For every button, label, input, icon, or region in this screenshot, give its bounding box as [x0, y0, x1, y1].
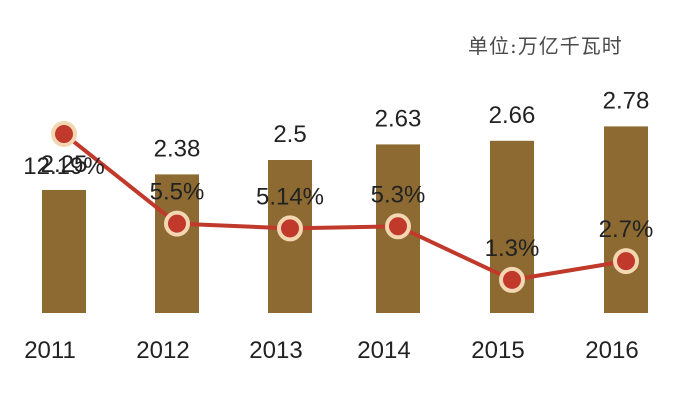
line-value-label: 5.3%	[371, 181, 426, 208]
x-tick-label: 2013	[249, 337, 302, 364]
bar-value-label: 2.38	[154, 135, 201, 162]
bar-value-label: 2.63	[375, 105, 422, 132]
line-marker-2011	[51, 120, 77, 147]
x-tick-label: 2012	[136, 337, 189, 364]
data-labels: 2.25 2.38 2.5 2.63 2.66 2.78 12.19% 5.5% 5.14% 5.…	[23, 87, 653, 261]
bar-value-label: 2.25	[41, 151, 88, 178]
x-tick-label: 2014	[357, 337, 410, 364]
line-marker-2013	[277, 215, 303, 242]
line-series	[51, 120, 639, 293]
line-marker-2015	[499, 266, 525, 293]
line-marker-2012	[164, 210, 190, 237]
line-value-label: 5.14%	[256, 183, 324, 210]
bar-2012	[155, 174, 199, 313]
growth-line	[62, 132, 627, 282]
line-marker-2016	[613, 248, 639, 275]
bar-series	[42, 126, 648, 314]
x-tick-label: 2015	[471, 337, 524, 364]
line-value-label: 2.7%	[599, 216, 654, 243]
line-value-label: 12.19%	[23, 153, 104, 180]
x-tick-label: 2011	[24, 337, 76, 364]
x-axis-ticks: 2011 2012 2013 2014 2015 2016	[24, 337, 639, 364]
line-value-label: 5.5%	[150, 179, 205, 206]
line-value-label: 1.3%	[485, 235, 540, 262]
bar-2016	[604, 126, 648, 314]
bar-value-label: 2.5	[273, 121, 306, 148]
bar-2011	[42, 190, 86, 313]
line-marker-2014	[385, 213, 411, 240]
unit-label: 单位:万亿千瓦时	[468, 34, 623, 58]
x-tick-label: 2016	[585, 337, 638, 364]
bar-value-label: 2.66	[489, 102, 536, 129]
bar-value-label: 2.78	[603, 87, 650, 114]
